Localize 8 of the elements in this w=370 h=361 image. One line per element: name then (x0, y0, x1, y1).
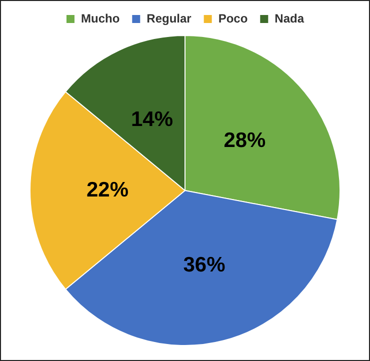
data-label: 14% (130, 108, 174, 132)
legend-label: Nada (274, 11, 304, 26)
data-label: 22% (86, 178, 129, 202)
data-label: 28% (224, 128, 266, 152)
legend-label: Regular (146, 11, 192, 26)
legend-label: Poco (218, 11, 248, 26)
data-label: 36% (183, 253, 226, 276)
legend-label: Mucho (80, 11, 120, 26)
